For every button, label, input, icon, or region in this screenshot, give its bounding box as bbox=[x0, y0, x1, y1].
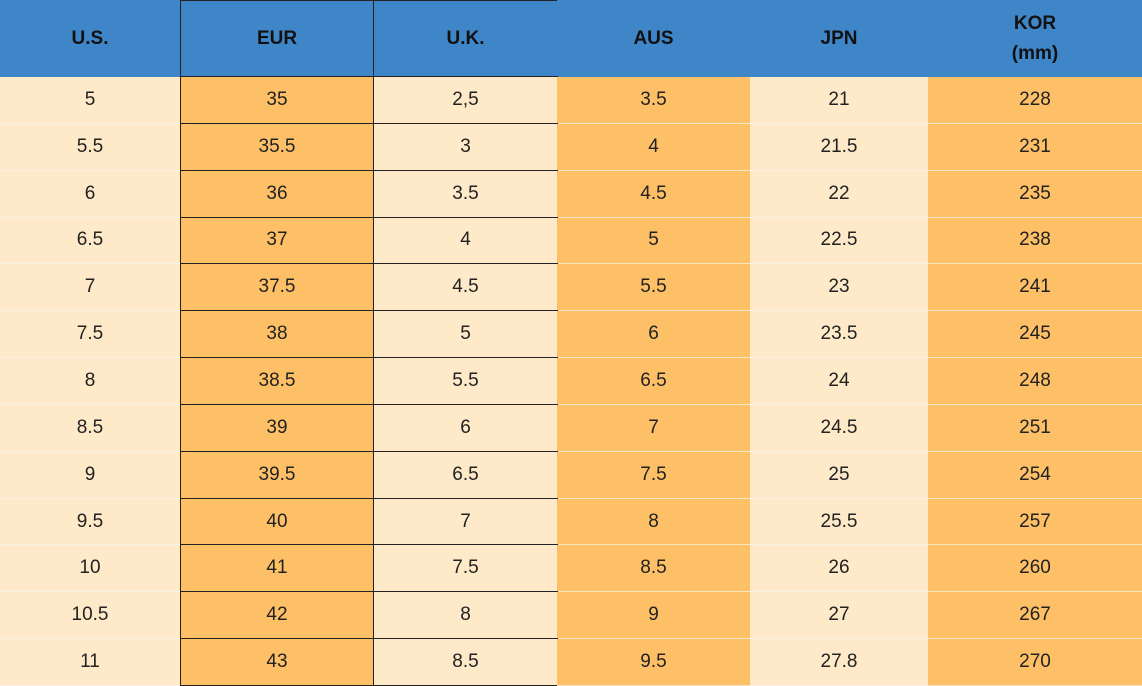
table-cell: 9 bbox=[0, 451, 180, 499]
table-cell: 6.5 bbox=[373, 450, 558, 499]
table-cell: 43 bbox=[180, 638, 374, 686]
table-cell: 7 bbox=[557, 404, 750, 452]
table-cell: 9.5 bbox=[0, 498, 180, 546]
table-cell: 3.5 bbox=[557, 77, 750, 124]
table-cell: 36 bbox=[180, 169, 374, 218]
table-cell: 40 bbox=[180, 497, 374, 546]
table-cell: 5.5 bbox=[557, 264, 750, 312]
table-cell: 22 bbox=[750, 170, 928, 218]
table-cell: 235 bbox=[928, 170, 1142, 218]
table-cell: 9.5 bbox=[557, 639, 750, 686]
table-cell: 4 bbox=[373, 216, 558, 265]
table-cell: 8.5 bbox=[557, 545, 750, 593]
table-cell: 267 bbox=[928, 592, 1142, 640]
table-cell: 254 bbox=[928, 451, 1142, 499]
table-cell: 11 bbox=[0, 639, 180, 686]
table-cell: 245 bbox=[928, 311, 1142, 359]
table-cell: 38.5 bbox=[180, 357, 374, 405]
table-cell: 24.5 bbox=[750, 404, 928, 452]
table-cell: 23 bbox=[750, 264, 928, 312]
table-cell: 241 bbox=[928, 264, 1142, 312]
table-cell: 7 bbox=[373, 497, 558, 546]
table-cell: 7 bbox=[0, 264, 180, 312]
table-cell: 25 bbox=[750, 451, 928, 499]
table-cell: 3 bbox=[373, 122, 558, 171]
header-cell: U.S. bbox=[0, 0, 180, 77]
table-cell: 38 bbox=[180, 310, 374, 359]
table-cell: 10 bbox=[0, 545, 180, 593]
table-cell: 251 bbox=[928, 404, 1142, 452]
table-cell: 24 bbox=[750, 358, 928, 405]
table-cell: 6.5 bbox=[557, 358, 750, 405]
header-cell: U.K. bbox=[373, 0, 558, 77]
table-cell: 248 bbox=[928, 358, 1142, 405]
table-cell: 21.5 bbox=[750, 123, 928, 171]
table-cell: 270 bbox=[928, 639, 1142, 686]
table-cell: 7.5 bbox=[373, 544, 558, 593]
table-cell: 260 bbox=[928, 545, 1142, 593]
table-cell: 26 bbox=[750, 545, 928, 593]
table-cell: 231 bbox=[928, 123, 1142, 171]
table-cell: 4.5 bbox=[373, 263, 558, 312]
table-cell: 27.8 bbox=[750, 639, 928, 686]
table-cell: 4.5 bbox=[557, 170, 750, 218]
table-cell: 39 bbox=[180, 403, 374, 452]
table-cell: 6 bbox=[0, 170, 180, 218]
table-cell: 3.5 bbox=[373, 169, 558, 218]
table-cell: 5 bbox=[557, 217, 750, 265]
table-cell: 5 bbox=[373, 310, 558, 359]
table-cell: 37.5 bbox=[180, 263, 374, 312]
table-cell: 27 bbox=[750, 592, 928, 640]
table-cell: 6 bbox=[373, 403, 558, 452]
table-cell: 10.5 bbox=[0, 592, 180, 640]
table-cell: 2,5 bbox=[373, 76, 558, 124]
table-cell: 8 bbox=[0, 358, 180, 405]
table-cell: 5.5 bbox=[373, 357, 558, 405]
table-cell: 35 bbox=[180, 76, 374, 124]
table-cell: 22.5 bbox=[750, 217, 928, 265]
table-cell: 8 bbox=[557, 498, 750, 546]
table-cell: 257 bbox=[928, 498, 1142, 546]
table-cell: 39.5 bbox=[180, 450, 374, 499]
header-cell: JPN bbox=[750, 0, 928, 77]
table-cell: 7.5 bbox=[0, 311, 180, 359]
table-cell: 8.5 bbox=[0, 404, 180, 452]
table-cell: 6 bbox=[557, 311, 750, 359]
table-cell: 8.5 bbox=[373, 638, 558, 686]
table-cell: 228 bbox=[928, 77, 1142, 124]
table-cell: 35.5 bbox=[180, 122, 374, 171]
header-cell: AUS bbox=[557, 0, 750, 77]
table-cell: 5.5 bbox=[0, 123, 180, 171]
table-cell: 21 bbox=[750, 77, 928, 124]
table-cell: 42 bbox=[180, 591, 374, 640]
table-cell: 9 bbox=[557, 592, 750, 640]
header-cell: KOR (mm) bbox=[928, 0, 1142, 77]
table-cell: 6.5 bbox=[0, 217, 180, 265]
table-cell: 25.5 bbox=[750, 498, 928, 546]
table-cell: 37 bbox=[180, 216, 374, 265]
table-cell: 238 bbox=[928, 217, 1142, 265]
table-cell: 7.5 bbox=[557, 451, 750, 499]
table-cell: 4 bbox=[557, 123, 750, 171]
table-cell: 23.5 bbox=[750, 311, 928, 359]
table-cell: 41 bbox=[180, 544, 374, 593]
table-cell: 8 bbox=[373, 591, 558, 640]
table-cell: 5 bbox=[0, 77, 180, 124]
header-cell: EUR bbox=[180, 0, 374, 77]
